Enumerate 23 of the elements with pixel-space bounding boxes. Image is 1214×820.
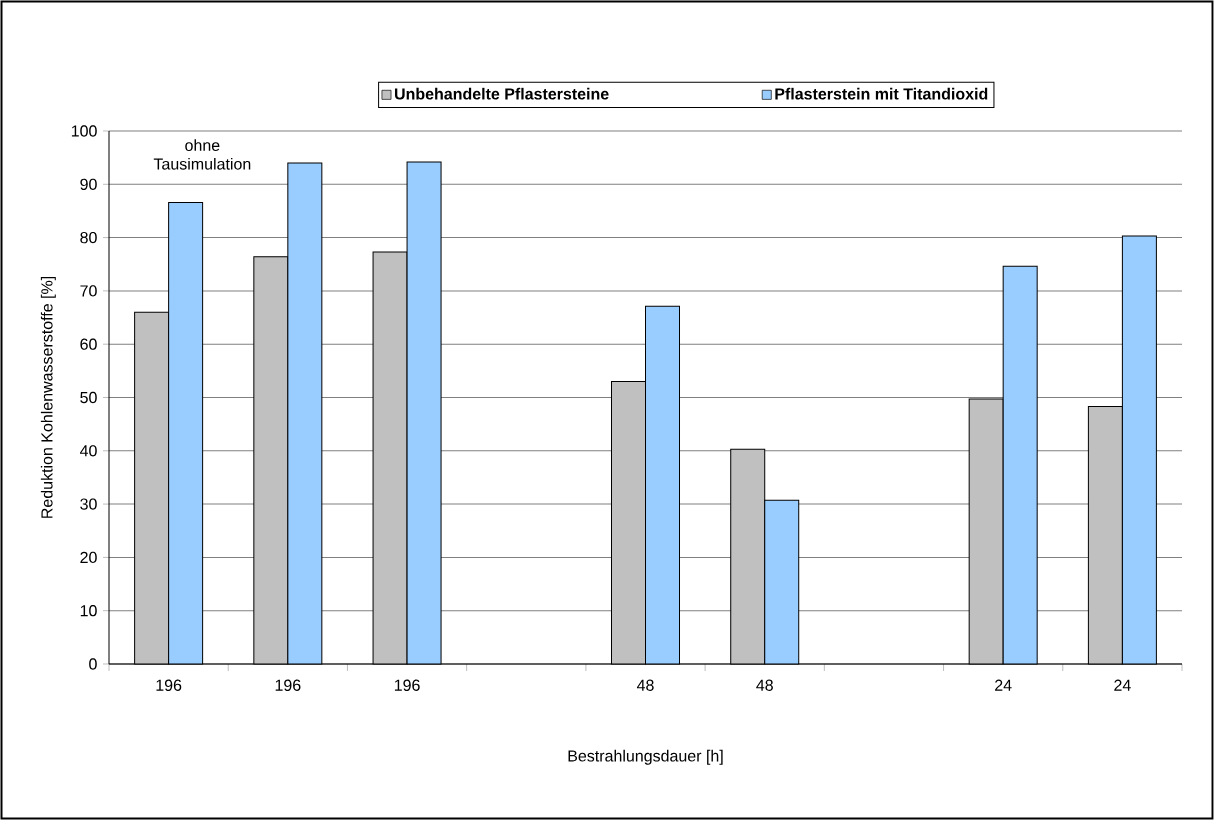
y-tick-label: 50	[80, 391, 97, 404]
y-tick-label: 0	[89, 658, 97, 670]
y-axis-title: Reduktion Kohlenwasserstoffe [%]	[40, 276, 56, 518]
x-tick-label: 196	[156, 679, 182, 691]
y-tick-label: 10	[80, 605, 97, 617]
y-tick-label: 80	[80, 231, 97, 244]
y-tick-label: 40	[79, 445, 97, 457]
y-tick-label: 90	[80, 178, 97, 190]
y-tick-label: 100	[71, 125, 97, 137]
y-tick-label: 60	[80, 338, 97, 350]
x-tick-label: 48	[756, 679, 773, 691]
x-tick-label: 24	[1114, 679, 1131, 691]
annotation: ohne Tausimulation	[153, 139, 251, 170]
y-tick-label: 70	[80, 285, 97, 297]
x-tick-label: 196	[394, 679, 420, 691]
y-tick-label: 20	[80, 551, 97, 564]
legend-label: Pflasterstein mit Titandioxid	[775, 87, 988, 100]
legend-label: Unbehandelte Pflastersteine	[395, 87, 609, 100]
x-tick-label: 24	[995, 679, 1012, 691]
x-tick-label: 48	[636, 679, 654, 691]
x-axis-title: Bestrahlungsdauer [h]	[568, 749, 723, 765]
y-tick-label: 30	[80, 498, 97, 510]
x-tick-label: 196	[275, 679, 301, 691]
